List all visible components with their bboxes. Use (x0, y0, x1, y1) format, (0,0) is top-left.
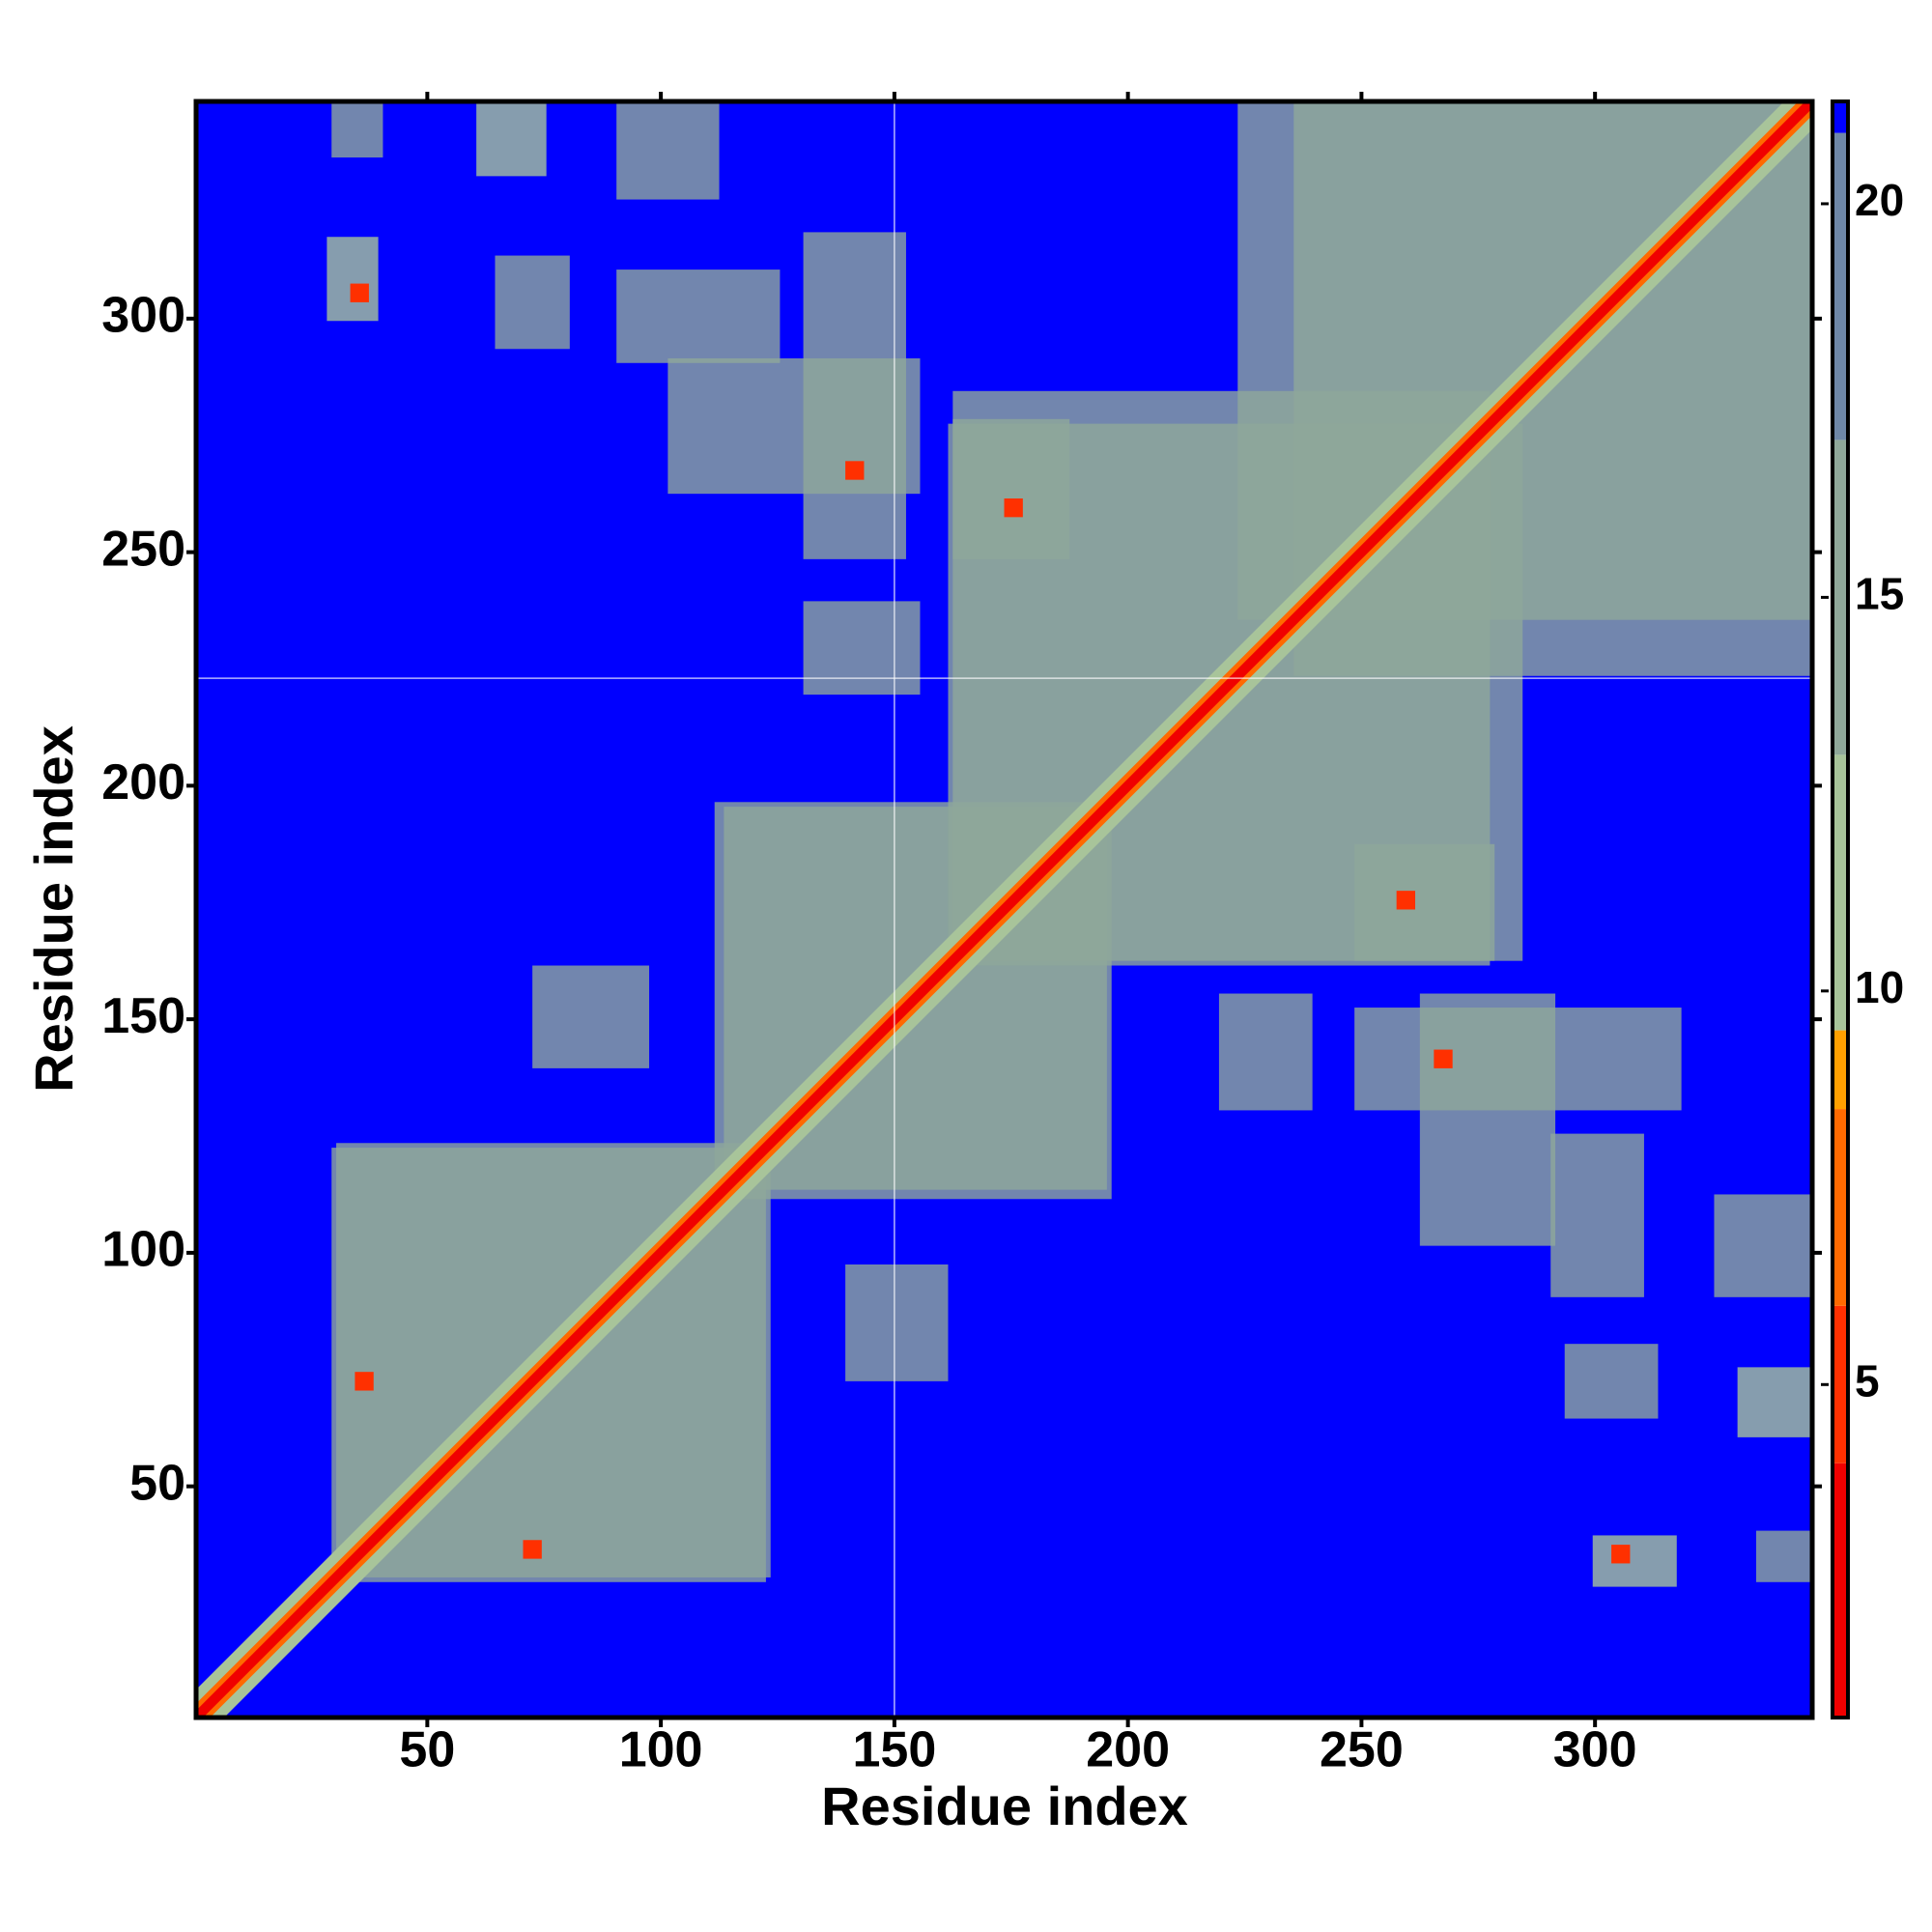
colorbar-segment (1833, 132, 1848, 440)
y-tick-label: 100 (101, 1222, 185, 1278)
colorbar-segment (1833, 1305, 1848, 1463)
colorbar-tick-label: 15 (1855, 569, 1904, 619)
y-tick-label: 200 (101, 754, 185, 810)
contact-region (1419, 993, 1556, 1246)
contact-region (1396, 891, 1416, 910)
contact-region (476, 101, 547, 177)
x-tick-label: 250 (1320, 1722, 1404, 1778)
contact-region (1737, 1367, 1812, 1437)
x-tick-label: 200 (1086, 1722, 1170, 1778)
y-tick-label: 50 (129, 1455, 185, 1511)
contact-region (803, 601, 921, 696)
contact-region (331, 101, 384, 158)
plot-frame (193, 99, 1815, 1720)
contact-region (845, 1264, 949, 1381)
colorbar-segment (1833, 440, 1848, 755)
contact-region (1218, 993, 1313, 1111)
colorbar-segment (1833, 1109, 1848, 1306)
contact-region (1755, 1530, 1812, 1582)
x-tick-label: 300 (1553, 1722, 1637, 1778)
y-axis-title: Residue index (23, 725, 84, 1093)
contact-region (523, 1540, 542, 1559)
colorbar-segment (1833, 754, 1848, 1031)
colorbar-segment (1833, 1030, 1848, 1110)
colorbar-tick-label: 20 (1855, 175, 1904, 225)
colorbar-tick-label: 10 (1855, 962, 1904, 1012)
contact-region (616, 270, 781, 363)
contact-region (668, 357, 921, 495)
contact-region (952, 418, 1070, 559)
colorbar-frame (1831, 99, 1850, 1719)
contact-region (1714, 1194, 1812, 1297)
contact-region (845, 461, 865, 480)
colorbar-segment (1833, 1463, 1848, 1718)
contact-region (327, 237, 379, 322)
contact-region (350, 283, 369, 302)
heatmap (196, 101, 1812, 1718)
colorbar-tick-label: 5 (1855, 1355, 1880, 1406)
contact-region (1611, 1545, 1631, 1564)
x-tick-label: 50 (399, 1722, 455, 1778)
contact-region (1564, 1344, 1659, 1419)
contact-region (1592, 1535, 1677, 1587)
y-tick-label: 150 (101, 988, 185, 1044)
x-tick-label: 150 (852, 1722, 936, 1778)
contact-region (532, 965, 650, 1068)
contact-region (495, 255, 570, 350)
x-tick-label: 100 (619, 1722, 703, 1778)
contact-region (1434, 1049, 1453, 1068)
contact-region (1550, 1133, 1644, 1297)
contact-region (616, 101, 720, 200)
contact-region (1004, 497, 1023, 518)
y-tick-label: 250 (101, 521, 185, 577)
contact-region (1354, 843, 1495, 961)
x-axis-title: Residue index (821, 1776, 1188, 1836)
colorbar-segment (1833, 101, 1848, 133)
contact-region (355, 1372, 374, 1391)
diagonal-band (196, 101, 1812, 1718)
y-tick-label: 300 (101, 288, 185, 344)
